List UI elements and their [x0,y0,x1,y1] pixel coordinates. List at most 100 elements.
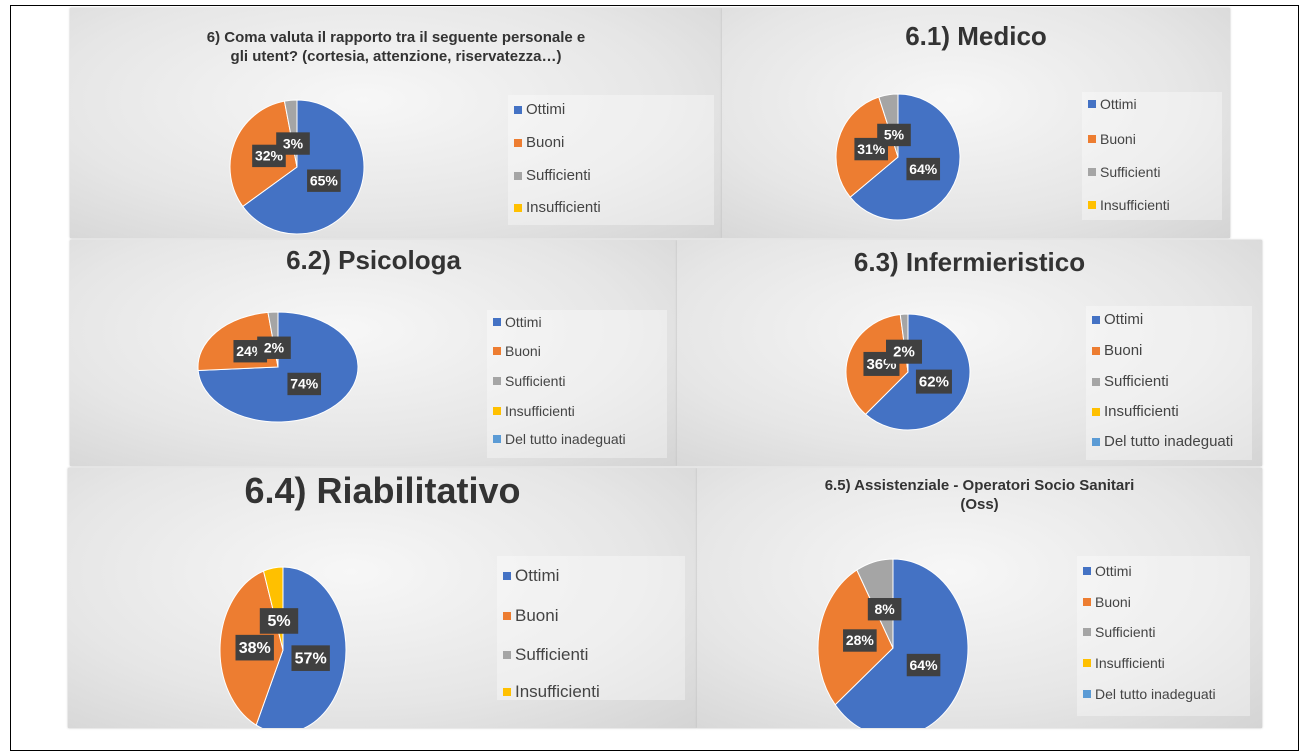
legend-entry: Del tutto inadeguati [493,431,626,447]
legend-label: Buoni [1095,593,1131,610]
legend-label: Insufficienti [1104,403,1179,420]
legend-label: Buoni [1104,342,1143,359]
data-label: 5% [267,613,290,630]
legend-swatch [1092,315,1100,324]
chart-title: 6.3) Infermieristico [853,247,1086,278]
chart-panel: 6.4) Riabilitativo 57% 38% 5% Ottimi Buoni Suf… [68,468,697,728]
legend-swatch [1092,407,1100,416]
legend-entry: Buoni [493,343,541,359]
pie-slice [242,99,365,235]
data-label-box [915,369,952,394]
legend-swatch [1088,134,1096,143]
data-label-box [291,645,330,671]
legend-label: Del tutto inadeguati [1104,433,1234,450]
chart-title: 6.4) Riabilitativo [244,470,521,512]
legend-swatch [493,317,501,326]
legend-entry: Buoni [1083,594,1131,610]
legend-swatch [503,571,511,580]
data-label-box [906,653,941,677]
chart-panel: 6.1) Medico 64% 31% 5% Ottimi Buoni Sufficient… [722,8,1230,238]
chart-title: 6) Coma valuta il rapporto tra il seguen… [206,29,586,65]
chart-panel: 6) Coma valuta il rapporto tra il seguen… [70,8,722,238]
legend-label: Del tutto inadeguati [1095,685,1216,702]
legend-label: Ottimi [1095,562,1132,579]
chart-title: 6.2) Psicologa [286,245,461,276]
legend-label: Del tutto inadeguati [505,430,626,447]
legend-label: Buoni [1100,130,1136,147]
legend-entry: Del tutto inadeguati [1092,433,1233,450]
legend-entry: Del tutto inadeguati [1083,686,1216,702]
legend-swatch [1092,346,1100,355]
legend-swatch [514,171,522,180]
legend-label: Sufficienti [505,372,566,389]
legend-entry: Ottimi [503,566,559,586]
legend-entry: Ottimi [514,101,565,118]
pie-chart: 57% 38% 5% [219,566,347,728]
legend-swatch [493,346,501,355]
legend-entry: Sufficienti [1092,373,1169,390]
legend-swatch [1083,627,1091,636]
chart-panel: 6.3) Infermieristico 62% 36% 2% Ottimi Buoni S… [677,240,1262,466]
legend-swatch [1083,566,1091,575]
data-label: 28% [846,632,875,648]
data-label: 3% [283,135,304,151]
data-label: 5% [884,127,905,143]
legend-entry: Insufficienti [1088,197,1170,213]
legend-label: Buoni [515,605,559,625]
legend-label: Sufficienti [1095,623,1156,640]
legend-label: Insufficienti [526,199,601,216]
legend: Ottimi Buoni Sufficienti Insufficienti [508,95,714,225]
legend-swatch [1088,200,1096,209]
legend-swatch [493,406,501,415]
legend-entry: Insufficienti [493,403,575,419]
legend-label: Sufficienti [1100,163,1161,180]
legend-swatch [514,203,522,212]
data-label: 8% [874,601,895,617]
legend-label: Insufficienti [505,402,575,419]
data-label: 2% [264,339,285,355]
data-label: 65% [310,172,339,188]
pie-chart: 64%31%5% [835,93,961,221]
data-label-box [235,634,274,661]
legend-entry: Insufficienti [1092,403,1179,420]
data-label: 57% [295,650,327,667]
legend: Ottimi Buoni Sufficienti Insufficienti [1082,92,1222,220]
legend: Ottimi Buoni Sufficienti Insufficienti Del t… [487,310,667,458]
pie-chart: 74%24% 2% [197,311,359,423]
legend-entry: Sufficienti [493,373,565,389]
legend-label: Sufficienti [1104,373,1169,390]
legend-swatch [493,434,501,443]
legend-swatch [514,138,522,147]
legend-label: Sufficienti [515,644,589,664]
data-label: 64% [910,657,939,673]
data-label-box [867,598,902,621]
legend-entry: Insufficienti [503,682,600,702]
chart-panel: 6.5) Assistenziale - Operatori Socio San… [697,468,1262,728]
legend-entry: Ottimi [1092,311,1143,328]
legend-entry: Insufficienti [514,199,601,216]
legend: Ottimi Buoni Sufficienti Insufficienti [497,556,685,702]
data-label-box [307,169,341,192]
legend-label: Ottimi [1100,95,1137,112]
legend-entry: Ottimi [493,314,542,330]
legend-label: Ottimi [1104,311,1144,328]
legend-swatch [1083,689,1091,698]
legend: Ottimi Buoni Sufficienti Insufficienti Del t… [1077,556,1250,716]
legend-entry: Buoni [514,134,564,151]
pie-slice [849,93,961,221]
legend-label: Buoni [505,342,541,359]
legend-entry: Ottimi [1083,563,1132,579]
legend-entry: Ottimi [1088,96,1137,112]
legend-swatch [514,105,522,114]
data-label-box [906,157,941,181]
legend-swatch [1083,658,1091,667]
legend-label: Ottimi [515,565,560,585]
legend-swatch [503,611,511,620]
legend-entry: Insufficienti [1083,655,1165,671]
data-label-box [276,132,310,155]
data-label: 62% [919,374,949,391]
data-label: 74% [290,376,319,392]
legend-swatch [493,376,501,385]
data-label-box [886,339,922,364]
